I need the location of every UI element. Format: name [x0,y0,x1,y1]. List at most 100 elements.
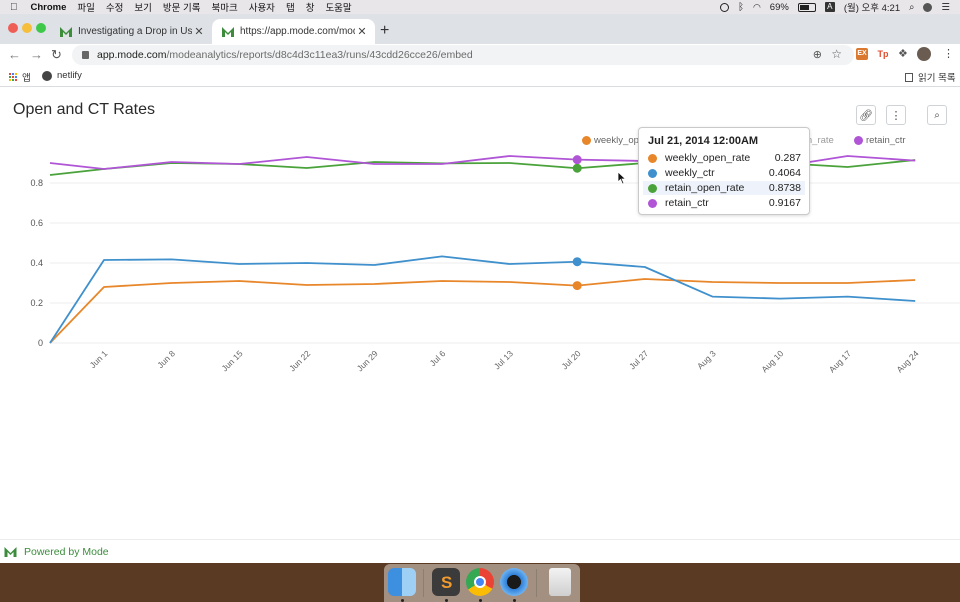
reading-list-label: 읽기 목록 [918,73,956,84]
legend-item-weekly-open-rate[interactable]: weekly_op [582,135,639,146]
address-bar[interactable]: app.mode.com/modeanalytics/reports/d8c4d… [72,45,854,65]
quicktime-icon[interactable] [500,568,528,596]
menu-profiles[interactable]: 사용자 [241,3,275,14]
series-line-weekly-open-rate [49,278,916,344]
footer-divider [0,539,960,540]
tab-investigating[interactable]: Investigating a Drop in User En ✕ [50,19,212,44]
tooltip-series-name: weekly_open_rate [665,152,751,164]
trash-icon[interactable] [549,568,571,596]
more-vertical-icon: ⋮ [890,109,902,122]
minimize-window-button[interactable] [22,23,32,33]
x-tick-label: Jun 29 [355,348,380,373]
tooltip-row-highlighted: retain_open_rate 0.8738 [643,181,805,195]
sublime-text-icon[interactable]: S [432,568,460,596]
reading-list-button[interactable]: 읽기 목록 [905,70,956,84]
extensions-puzzle-icon[interactable]: ❖ [898,48,908,60]
close-tab-icon[interactable]: ✕ [357,26,367,38]
reload-icon[interactable]: ↻ [51,47,62,62]
share-link-button[interactable]: 🔗︎ [856,105,876,125]
y-axis-ticks: 0 0.2 0.4 0.6 0.8 [30,178,43,348]
hover-point-retain-open-rate [572,163,582,173]
hover-point-retain-ctr [572,155,582,165]
x-tick-label: Jun 15 [219,348,244,373]
wifi-icon[interactable]: ◠ [752,1,761,12]
zoom-window-button[interactable] [36,23,46,33]
input-source-icon[interactable]: A [824,2,835,12]
browser-tab-strip: Investigating a Drop in User En ✕ https:… [0,14,960,44]
apps-grid-icon [9,73,17,81]
lock-icon[interactable] [82,51,89,59]
battery-icon[interactable] [797,2,816,12]
extension-tp-icon[interactable]: Tp [877,48,889,60]
x-tick-label: Jul 6 [428,348,448,368]
extension-ex-icon[interactable]: EX [856,48,868,60]
tooltip-value: 0.9167 [768,197,801,209]
tab-mode-embed[interactable]: https://app.mode.com/modeanal ✕ [212,19,375,44]
menu-edit[interactable]: 수정 [98,3,123,14]
hover-point-weekly-open-rate [572,281,582,291]
x-tick-label: Aug 17 [827,348,853,374]
hover-points [572,155,582,291]
apple-menu-icon[interactable]:  [10,2,18,13]
explore-button[interactable]: ⌕ [927,105,947,125]
chrome-icon[interactable] [466,568,494,596]
y-tick-label: 0 [38,338,43,348]
bookmark-netlify[interactable]: netlify [42,70,82,81]
menu-file[interactable]: 파일 [69,3,94,14]
menubar-clock[interactable]: (월) 오후 4:21 [843,3,901,14]
address-url: app.mode.com/modeanalytics/reports/d8c4d… [97,49,473,61]
tooltip-value: 0.287 [774,152,801,164]
tooltip-dot [648,168,657,178]
control-center-icon[interactable]: ☰ [941,1,950,13]
menu-help[interactable]: 도움말 [317,3,351,14]
browser-menu-icon[interactable]: ⋮ [943,48,954,60]
tooltip-value: 0.4064 [768,167,801,179]
forward-icon[interactable]: → [30,47,43,62]
macos-menubar:  Chrome 파일 수정 보기 방문 기록 북마크 사용자 탭 창 도움말 … [0,0,960,14]
y-tick-label: 0.2 [30,298,43,308]
menu-tab[interactable]: 탭 [278,3,295,14]
close-tab-icon[interactable]: ✕ [194,26,204,38]
tooltip-row: retain_ctr 0.9167 [643,196,805,210]
more-options-button[interactable]: ⋮ [886,105,906,125]
bookmark-label: netlify [57,70,82,81]
record-icon[interactable] [719,2,729,12]
running-indicator [479,599,482,602]
profile-avatar[interactable] [917,47,931,61]
menu-window[interactable]: 창 [298,3,315,14]
bluetooth-icon[interactable]: ᛒ [737,1,744,13]
menu-bookmarks[interactable]: 북마크 [203,3,237,14]
y-tick-label: 0.8 [30,178,43,188]
tooltip-series-name: retain_open_rate [665,182,745,194]
finder-icon[interactable] [388,568,416,596]
x-tick-label: Jul 13 [492,348,515,371]
x-axis-ticks: Jun 1 Jun 8 Jun 15 Jun 22 Jun 29 Jul 6 Jul 13 J… [88,348,921,374]
bookmark-star-icon[interactable]: ☆ [831,47,842,61]
macos-dock: S [384,564,580,602]
siri-icon[interactable] [923,2,933,12]
x-tick-label: Jul 20 [560,348,583,371]
globe-icon [42,70,52,81]
x-tick-label: Jun 1 [88,348,110,370]
zoom-icon[interactable]: ⊕ [812,49,822,61]
browser-toolbar: ← → ↻ app.mode.com/modeanalytics/reports… [0,44,960,66]
x-tick-label: Jun 22 [287,348,312,373]
tooltip-title: Jul 21, 2014 12:00AM [648,135,759,147]
menu-history[interactable]: 방문 기록 [155,3,201,14]
apps-shortcut[interactable]: 앱 [9,70,31,84]
mode-logo-icon [222,26,234,37]
powered-by-mode-link[interactable]: Powered by Mode [4,546,109,558]
tab-title: Investigating a Drop in User En [78,26,192,37]
tooltip-dot [648,183,657,193]
close-window-button[interactable] [8,23,18,33]
menu-view[interactable]: 보기 [126,3,151,14]
search-icon[interactable]: ⌕ [909,1,915,13]
menu-app-name[interactable]: Chrome [23,1,67,13]
back-icon[interactable]: ← [8,47,21,62]
tooltip-value: 0.8738 [768,182,801,194]
legend-item-retain-ctr[interactable]: retain_ctr [854,135,906,146]
new-tab-button[interactable]: + [380,22,390,39]
legend-label: retain_ctr [866,135,906,146]
y-tick-label: 0.4 [30,258,43,268]
mouse-cursor-icon [617,171,627,185]
